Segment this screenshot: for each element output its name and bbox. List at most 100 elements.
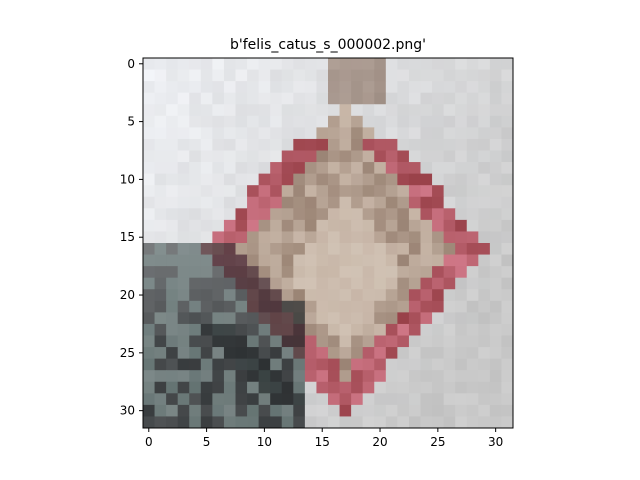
image-pixel bbox=[235, 138, 248, 151]
image-pixel bbox=[189, 208, 202, 221]
image-pixel bbox=[189, 243, 202, 255]
image-pixel bbox=[501, 370, 514, 383]
image-pixel bbox=[443, 404, 456, 417]
image-pixel bbox=[455, 185, 468, 198]
image-pixel bbox=[443, 162, 456, 175]
image-pixel bbox=[223, 312, 236, 325]
x-tick-label: 0 bbox=[145, 435, 153, 449]
image-pixel bbox=[270, 300, 283, 313]
image-pixel bbox=[466, 254, 479, 267]
image-pixel bbox=[489, 370, 502, 383]
image-pixel bbox=[293, 254, 306, 267]
chart-title: b'felis_catus_s_000002.png' bbox=[230, 37, 426, 53]
image-pixel bbox=[397, 219, 410, 232]
image-pixel bbox=[501, 185, 514, 198]
image-pixel bbox=[270, 381, 283, 394]
image-pixel bbox=[143, 277, 155, 290]
image-pixel bbox=[247, 92, 260, 105]
image-pixel bbox=[166, 58, 179, 70]
image-pixel bbox=[397, 312, 410, 325]
image-pixel bbox=[420, 231, 433, 244]
image-pixel bbox=[166, 243, 179, 255]
image-pixel bbox=[351, 381, 364, 394]
image-pixel bbox=[200, 323, 213, 336]
image-pixel bbox=[154, 323, 167, 336]
image-pixel bbox=[420, 138, 433, 151]
image-pixel bbox=[408, 312, 421, 325]
image-pixel bbox=[374, 150, 387, 163]
image-pixel bbox=[443, 243, 456, 255]
image-pixel bbox=[489, 358, 502, 371]
image-pixel bbox=[443, 196, 456, 209]
image-pixel bbox=[432, 162, 445, 175]
image-pixel bbox=[397, 266, 410, 279]
image-pixel bbox=[478, 289, 491, 302]
image-pixel bbox=[466, 231, 479, 244]
image-pixel bbox=[455, 277, 468, 290]
image-pixel bbox=[408, 404, 421, 417]
image-pixel bbox=[304, 104, 317, 117]
image-pixel bbox=[420, 208, 433, 221]
x-tick-label: 25 bbox=[430, 435, 445, 449]
image-pixel bbox=[304, 404, 317, 417]
image-pixel bbox=[166, 404, 179, 417]
image-pixel bbox=[247, 162, 260, 175]
image-pixel bbox=[143, 335, 155, 348]
image-pixel bbox=[408, 185, 421, 198]
image-pixel bbox=[432, 347, 445, 360]
image-pixel bbox=[223, 358, 236, 371]
image-pixel bbox=[478, 69, 491, 82]
image-pixel bbox=[304, 92, 317, 105]
image-pixel bbox=[362, 69, 375, 82]
image-pixel bbox=[489, 323, 502, 336]
image-pixel bbox=[258, 404, 271, 417]
image-pixel bbox=[293, 347, 306, 360]
image-pixel bbox=[351, 196, 364, 209]
image-pixel bbox=[258, 393, 271, 406]
image-pixel bbox=[281, 404, 294, 417]
image-pixel bbox=[304, 312, 317, 325]
image-pixel bbox=[501, 231, 514, 244]
image-pixel bbox=[270, 254, 283, 267]
image-pixel bbox=[420, 277, 433, 290]
image-pixel bbox=[304, 266, 317, 279]
image-pixel bbox=[501, 162, 514, 175]
image-pixel bbox=[143, 289, 155, 302]
image-pixel bbox=[200, 127, 213, 140]
image-pixel bbox=[385, 323, 398, 336]
image-pixel bbox=[293, 312, 306, 325]
image-pixel bbox=[270, 115, 283, 128]
image-pixel bbox=[339, 81, 352, 94]
image-pixel bbox=[374, 173, 387, 186]
x-tick-label: 10 bbox=[257, 435, 272, 449]
image-pixel bbox=[154, 150, 167, 163]
image-pixel bbox=[143, 185, 155, 198]
image-pixel bbox=[212, 277, 225, 290]
image-pixel bbox=[501, 404, 514, 417]
image-pixel bbox=[247, 277, 260, 290]
image-pixel bbox=[328, 381, 340, 394]
image-pixel bbox=[200, 347, 213, 360]
image-pixel bbox=[189, 185, 202, 198]
image-pixel bbox=[177, 347, 190, 360]
image-pixel bbox=[223, 404, 236, 417]
image-pixel bbox=[408, 323, 421, 336]
image-pixel bbox=[212, 104, 225, 117]
image-pixel bbox=[432, 335, 445, 348]
image-pixel bbox=[478, 231, 491, 244]
image-pixel bbox=[374, 115, 387, 128]
image-pixel bbox=[212, 416, 225, 429]
image-pixel bbox=[143, 208, 155, 221]
image-pixel bbox=[235, 277, 248, 290]
image-pixel bbox=[143, 416, 155, 429]
y-tick-label: 0 bbox=[127, 57, 135, 71]
image-pixel bbox=[247, 173, 260, 186]
image-pixel bbox=[432, 58, 445, 70]
image-pixel bbox=[281, 219, 294, 232]
image-pixel bbox=[177, 196, 190, 209]
image-pixel bbox=[432, 138, 445, 151]
image-pixel bbox=[235, 208, 248, 221]
image-pixel bbox=[328, 150, 340, 163]
image-pixel bbox=[328, 58, 340, 70]
image-pixel bbox=[154, 58, 167, 70]
